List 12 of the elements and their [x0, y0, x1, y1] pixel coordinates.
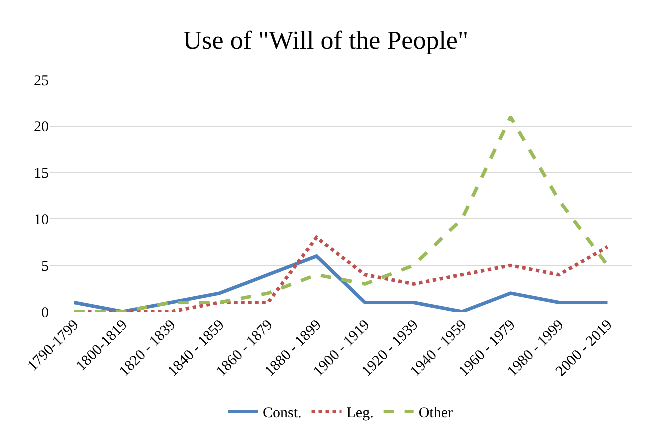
y-tick-label: 20 — [34, 120, 49, 136]
y-tick-label: 25 — [34, 73, 49, 90]
legend-label: Leg. — [346, 406, 374, 422]
chart-title: Use of "Will of the People" — [183, 26, 469, 56]
y-tick-label: 5 — [42, 258, 49, 275]
legend-label: Other — [418, 406, 453, 422]
y-tick-label: 15 — [34, 166, 49, 182]
legend-label: Const. — [263, 406, 302, 422]
y-tick-label: 0 — [42, 305, 49, 322]
y-tick-label: 10 — [34, 212, 49, 228]
line-series — [72, 254, 610, 312]
line-series — [72, 115, 610, 312]
